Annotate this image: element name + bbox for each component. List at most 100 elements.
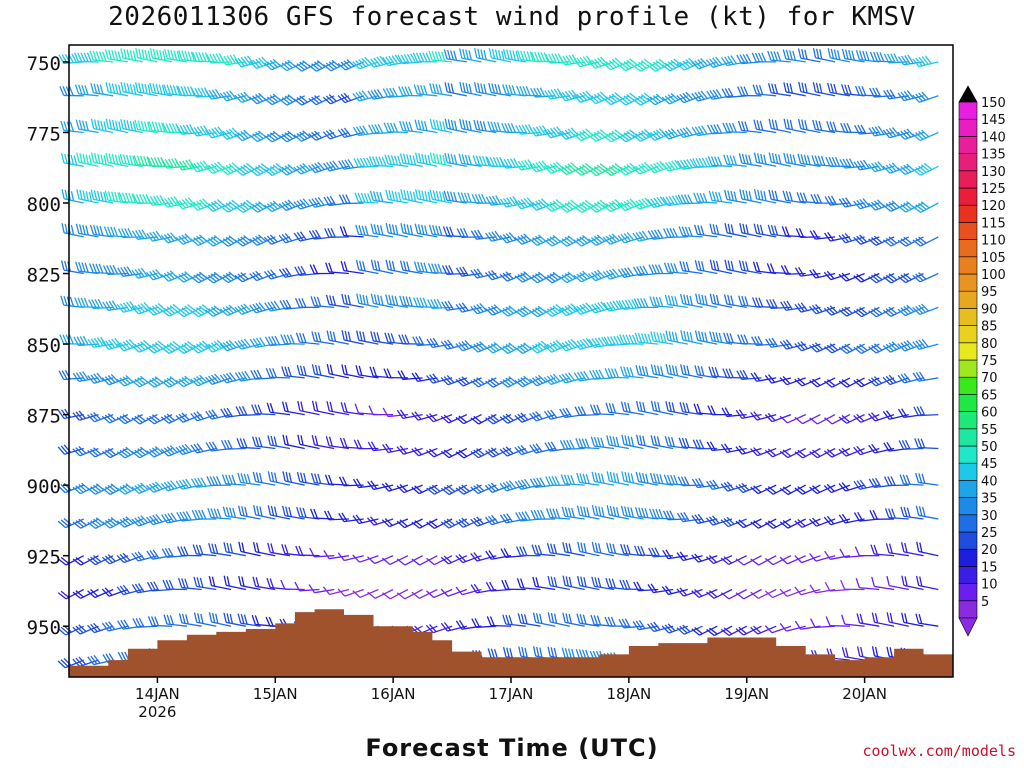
wind-barb <box>871 612 895 627</box>
y-tick-label: 900 <box>27 476 61 498</box>
wind-barb <box>87 588 114 599</box>
wind-barb <box>381 555 409 566</box>
x-tick-label: 20JAN <box>842 685 887 703</box>
x-tick-label: 15JAN <box>253 685 298 703</box>
wind-barb <box>474 47 497 63</box>
wind-barb <box>722 122 747 134</box>
wind-barb <box>488 48 512 63</box>
wind-barb <box>382 54 409 67</box>
wind-barb <box>76 152 99 167</box>
wind-barb <box>444 82 467 97</box>
wind-barb <box>322 94 350 105</box>
wind-barb <box>543 373 571 386</box>
wind-barb <box>427 263 453 275</box>
wind-barb <box>325 436 349 450</box>
wind-barb <box>415 189 438 204</box>
wind-barb <box>282 471 305 486</box>
wind-barb <box>355 365 379 379</box>
wind-barb <box>676 624 703 635</box>
colorbar-swatch <box>958 531 978 550</box>
wind-barb <box>708 190 733 204</box>
colorbar-label: 40 <box>981 474 998 489</box>
colorbar-swatch <box>958 411 978 430</box>
wind-barb <box>665 401 688 416</box>
colorbar-label: 35 <box>981 492 998 507</box>
wind-barb <box>105 152 129 167</box>
wind-barb <box>237 505 261 520</box>
colorbar-label: 30 <box>981 509 998 524</box>
wind-barb <box>428 50 453 63</box>
wind-barb <box>411 588 438 599</box>
wind-barb <box>338 194 364 205</box>
wind-barb <box>147 157 173 167</box>
wind-barb <box>809 517 836 527</box>
wind-barb <box>635 400 659 416</box>
wind-barb <box>575 438 600 450</box>
wind-barb <box>812 47 836 63</box>
wind-barb <box>322 129 350 140</box>
wind-barb <box>617 232 644 244</box>
wind-barb <box>588 234 615 246</box>
wind-barb <box>886 575 909 591</box>
colorbar-swatch <box>958 256 978 275</box>
wind-barb <box>341 293 364 309</box>
wind-barb <box>885 543 909 557</box>
wind-barb <box>160 232 188 244</box>
wind-barb <box>237 613 261 627</box>
wind-barb <box>794 377 821 387</box>
wind-barb <box>735 445 762 455</box>
wind-barb <box>426 373 453 384</box>
wind-barb <box>265 367 291 379</box>
wind-barb <box>588 269 615 282</box>
wind-barb <box>663 474 688 486</box>
colorbar-swatch <box>958 394 978 412</box>
y-tick-label: 750 <box>27 53 61 75</box>
wind-barb <box>352 514 379 525</box>
wind-barb <box>753 152 777 167</box>
wind-barb <box>429 83 453 97</box>
wind-barb <box>900 506 924 520</box>
wind-barb <box>75 261 99 275</box>
wind-barb <box>105 82 129 97</box>
wind-barb <box>208 543 232 557</box>
wind-barb <box>135 47 158 63</box>
colorbar-swatch <box>958 583 978 602</box>
wind-barb <box>72 371 99 383</box>
wind-barb <box>484 482 512 494</box>
x-tick-label: 19JAN <box>724 685 769 703</box>
wind-barb <box>661 92 689 105</box>
wind-barb <box>573 234 600 247</box>
wind-barb <box>72 588 99 599</box>
wind-barb <box>149 82 173 97</box>
wind-barb <box>709 293 733 309</box>
wind-barb <box>440 414 468 424</box>
colorbar-swatch <box>958 548 978 567</box>
wind-barb <box>765 555 792 566</box>
wind-barb <box>146 481 173 493</box>
wind-barb <box>647 128 674 141</box>
wind-barb <box>190 374 217 387</box>
wind-barb <box>676 587 703 597</box>
wind-barb <box>826 121 850 134</box>
wind-barb <box>661 159 688 172</box>
wind-barb <box>576 472 600 486</box>
wind-barb <box>308 584 335 594</box>
wind-barb <box>413 297 438 309</box>
wind-barb <box>75 119 99 134</box>
wind-barb <box>576 575 600 591</box>
wind-barb <box>694 224 718 238</box>
wind-barb <box>207 507 232 520</box>
wind-barb <box>251 436 276 450</box>
wind-barb <box>853 377 880 388</box>
wind-barb <box>591 576 615 591</box>
wind-barb <box>838 482 865 492</box>
colorbar-max-arrow <box>958 85 978 103</box>
wind-barb <box>175 412 202 423</box>
colorbar-swatch <box>958 325 978 344</box>
wind-barb <box>72 656 99 667</box>
wind-barb <box>838 447 865 457</box>
wind-barb <box>679 402 703 416</box>
wind-barb <box>824 550 851 560</box>
wind-barb <box>337 588 364 597</box>
wind-barb <box>647 160 674 174</box>
